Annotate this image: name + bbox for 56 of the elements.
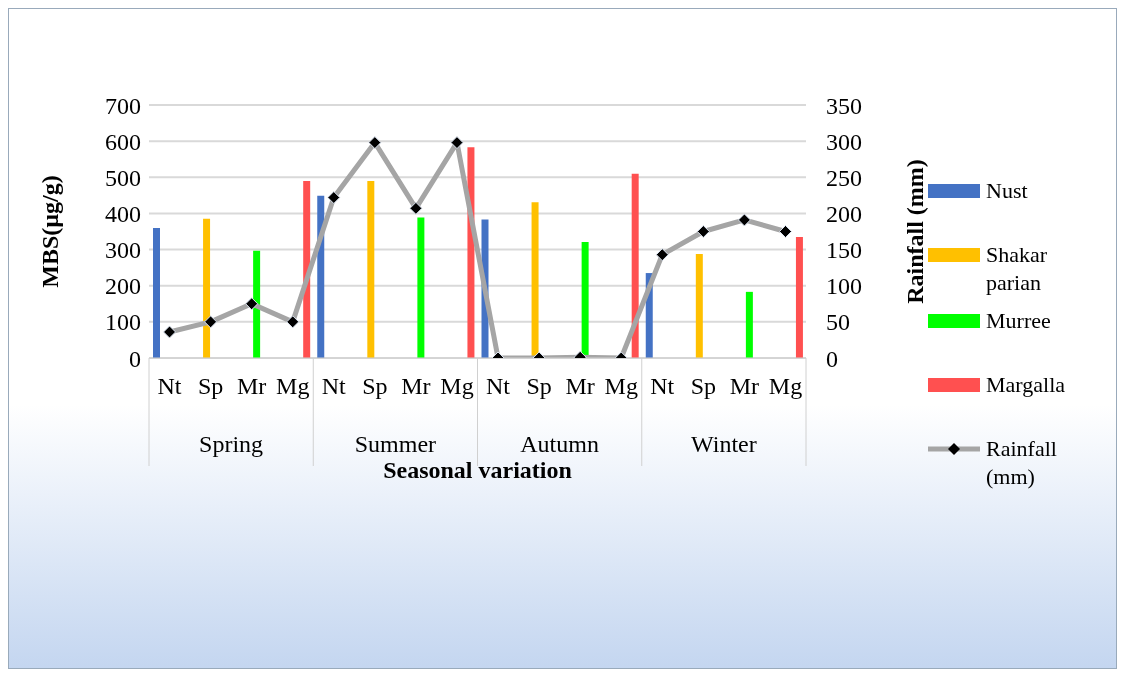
x-tick-label: Sp — [690, 373, 717, 399]
x-axis-title: Seasonal variation — [383, 457, 572, 483]
legend-label: Margalla — [986, 370, 1066, 399]
bar — [203, 218, 211, 358]
x-tick-label: Nt — [321, 373, 347, 399]
x-tick-label: Sp — [526, 373, 552, 399]
text: Spring — [199, 431, 264, 457]
x-tick-label: Mr — [401, 373, 431, 399]
y-axis-title: MBS(µg/g) — [36, 175, 63, 288]
bar — [795, 236, 803, 358]
y-tick-label: 500 — [105, 164, 141, 191]
x-tick-label: Mr — [565, 373, 595, 399]
y2-tick-label: 250 — [826, 164, 862, 191]
y-tick-label: 100 — [105, 309, 141, 336]
bar — [745, 291, 753, 358]
bar — [417, 217, 425, 358]
x-tick-label: Mr — [236, 373, 267, 399]
text: Summer — [354, 431, 437, 457]
y2-tick-label: 50 — [826, 309, 850, 336]
y-tick-label: 300 — [105, 237, 141, 264]
y2-axis-title: Rainfall (mm) — [901, 159, 928, 304]
bar — [367, 180, 375, 358]
y-tick-label: 0 — [129, 345, 141, 372]
x-tick-label: Sp — [197, 373, 224, 399]
x-tick-label: Mg — [604, 373, 638, 399]
y2-tick-label: 350 — [826, 92, 862, 119]
y2-tick-label: 300 — [826, 128, 862, 155]
bar — [695, 253, 703, 358]
x-tick-label: Mg — [276, 373, 310, 399]
bar — [581, 241, 589, 358]
y2-tick-label: 100 — [826, 273, 862, 300]
y-tick-label: 700 — [105, 92, 141, 119]
y-tick-label: 600 — [105, 128, 141, 155]
bar — [303, 180, 311, 358]
x-tick-label: Nt — [650, 373, 675, 399]
y2-tick-label: 200 — [826, 200, 862, 227]
y2-tick-label: 0 — [826, 345, 838, 372]
x-tick-label: Mg — [440, 373, 474, 399]
x-tick-label: Sp — [362, 373, 388, 399]
y-tick-label: 200 — [105, 273, 141, 300]
legend-label: Shakar parian — [986, 240, 1049, 297]
legend-label: Rainfall (mm) — [986, 434, 1058, 491]
legend-label: Nust — [986, 176, 1029, 205]
bar — [153, 227, 160, 358]
text: Winter — [691, 431, 757, 457]
bar — [631, 173, 639, 358]
x-tick-label: Mg — [768, 373, 803, 399]
y2-tick-label: 150 — [826, 237, 862, 264]
text: Autumn — [520, 431, 599, 457]
y-tick-label: 400 — [105, 200, 141, 227]
x-tick-label: Mr — [729, 373, 760, 399]
x-tick-label: Nt — [486, 373, 511, 399]
bar — [253, 250, 261, 358]
x-tick-label: Nt — [157, 373, 182, 399]
bar — [531, 202, 539, 358]
legend-label: Murree — [986, 306, 1052, 335]
